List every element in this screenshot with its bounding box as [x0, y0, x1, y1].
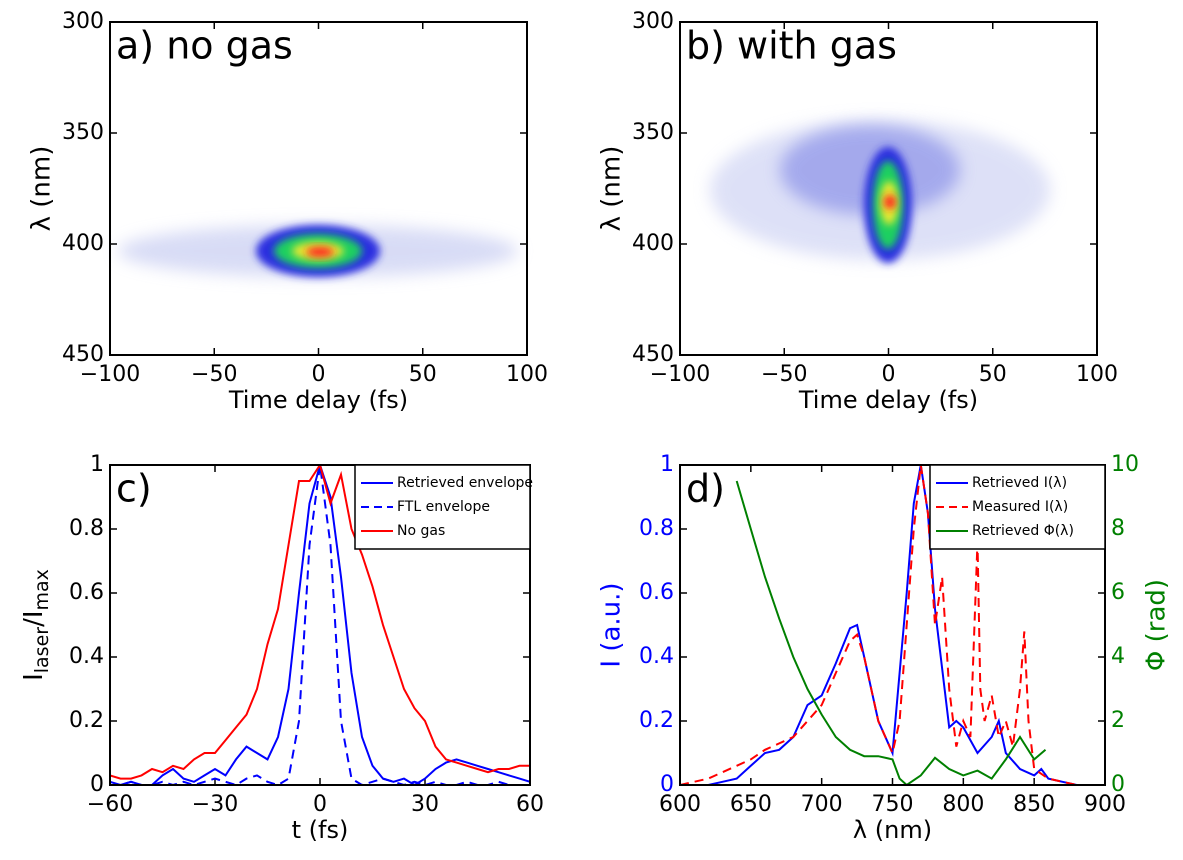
line-series — [110, 465, 530, 785]
line-series — [110, 465, 530, 780]
x-axis-label: Time delay (fs) — [228, 386, 408, 414]
y-tick-label: 0.4 — [639, 644, 674, 669]
x-tick-label: 700 — [801, 792, 843, 817]
x-tick-label: −100 — [80, 362, 140, 387]
y-axis-label-part: I — [19, 673, 49, 681]
line-series — [110, 465, 530, 785]
x-tick-label: 0 — [313, 792, 327, 817]
y-axis-label-part: laser — [31, 627, 53, 674]
y-tick-label: 450 — [632, 342, 674, 367]
legend-label: Retrieved I(λ) — [972, 475, 1067, 491]
y-tick-label: 0 — [660, 772, 674, 797]
y-tick-label: 1 — [660, 452, 674, 477]
panel-label: a) no gas — [116, 24, 293, 68]
x-tick-label: 800 — [942, 792, 984, 817]
x-tick-label: 100 — [1076, 362, 1118, 387]
x-axis-label: λ (nm) — [853, 816, 932, 844]
y-tick-label: 300 — [632, 9, 674, 34]
legend-label: Retrieved Φ(λ) — [972, 523, 1074, 539]
line-series — [735, 480, 1047, 785]
x-tick-label: −50 — [761, 362, 807, 387]
x-tick-label: 900 — [1084, 792, 1126, 817]
x-tick-label: 50 — [409, 362, 437, 387]
y-axis-label: Ilaser/Imax — [19, 569, 53, 681]
y2-tick-label: 0 — [1111, 772, 1125, 797]
y-axis-label: λ (nm) — [27, 146, 57, 232]
axes-frame — [679, 21, 1098, 356]
y-tick-label: 0.4 — [69, 644, 104, 669]
y-tick-label: 0.6 — [69, 580, 104, 605]
x-tick-label: 0 — [882, 362, 896, 387]
y-tick-label: 450 — [62, 342, 104, 367]
legend-label: FTL envelope — [397, 499, 490, 515]
x-tick-label: −60 — [87, 792, 133, 817]
y-tick-label: 400 — [632, 231, 674, 256]
legend-box — [929, 464, 1106, 550]
y-axis-label-part: /I — [19, 610, 49, 626]
x-tick-label: 600 — [659, 792, 701, 817]
line-series — [680, 465, 1105, 785]
y2-tick-label: 6 — [1111, 580, 1125, 605]
y2-axis-label: Φ (rad) — [1142, 579, 1172, 671]
line-series — [680, 465, 1105, 785]
y-axis-label: I (a.u.) — [597, 582, 627, 667]
y2-tick-label: 10 — [1111, 452, 1139, 477]
legend-label: Retrieved envelope — [397, 475, 533, 491]
x-axis-label: Time delay (fs) — [798, 386, 978, 414]
x-tick-label: 100 — [506, 362, 548, 387]
y-tick-label: 0 — [90, 772, 104, 797]
y-tick-label: 350 — [632, 120, 674, 145]
legend-label: No gas — [397, 523, 445, 539]
axes-frame — [109, 464, 531, 786]
y2-tick-label: 2 — [1111, 708, 1125, 733]
y-tick-label: 400 — [62, 231, 104, 256]
x-tick-label: 850 — [1013, 792, 1055, 817]
y-tick-label: 0.2 — [69, 708, 104, 733]
x-tick-label: 50 — [979, 362, 1007, 387]
panel-label: c) — [116, 467, 152, 511]
y-tick-label: 0.8 — [69, 516, 104, 541]
y-tick-label: 0.2 — [639, 708, 674, 733]
x-tick-label: 750 — [872, 792, 914, 817]
panel-label: d) — [686, 467, 725, 511]
axes-frame — [679, 464, 1106, 786]
x-tick-label: −100 — [650, 362, 710, 387]
panel-label: b) with gas — [686, 24, 897, 68]
x-tick-label: −30 — [192, 792, 238, 817]
y-tick-label: 0.6 — [639, 580, 674, 605]
y2-tick-label: 8 — [1111, 516, 1125, 541]
x-tick-label: 650 — [730, 792, 772, 817]
legend-label: Measured I(λ) — [972, 499, 1068, 515]
x-axis-label: t (fs) — [292, 816, 349, 844]
y-tick-label: 300 — [62, 9, 104, 34]
x-tick-label: −50 — [191, 362, 237, 387]
x-tick-label: 60 — [516, 792, 544, 817]
legend-box — [354, 464, 531, 550]
x-tick-label: 30 — [411, 792, 439, 817]
y-tick-label: 1 — [90, 452, 104, 477]
y-tick-label: 350 — [62, 120, 104, 145]
x-tick-label: 0 — [312, 362, 326, 387]
heatmap-a — [118, 225, 518, 277]
y-axis-label: λ (nm) — [597, 146, 627, 232]
y-axis-label-part: max — [31, 569, 53, 610]
y-tick-label: 0.8 — [639, 516, 674, 541]
heatmap-b — [710, 120, 1050, 263]
axes-frame — [109, 21, 528, 356]
y2-tick-label: 4 — [1111, 644, 1125, 669]
